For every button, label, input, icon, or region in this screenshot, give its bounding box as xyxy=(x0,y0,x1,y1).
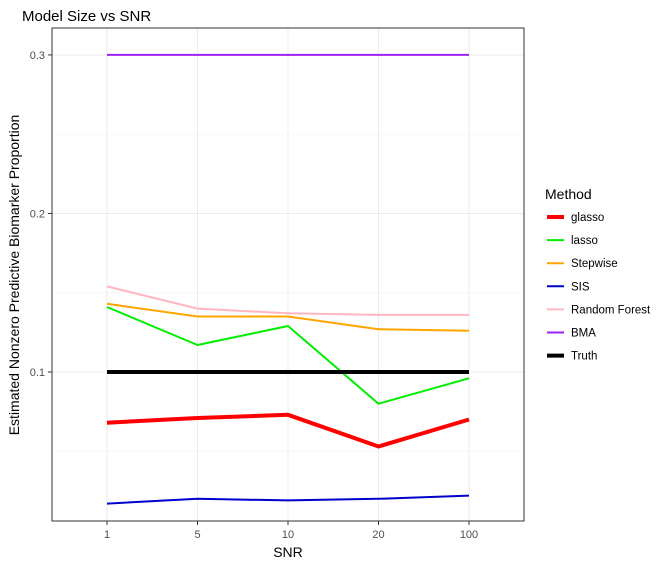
x-tick-label: 20 xyxy=(372,529,384,541)
x-tick-label: 10 xyxy=(282,529,294,541)
series-line-random-forest xyxy=(106,285,469,316)
series-layer xyxy=(106,53,470,505)
legend-label-glasso: glasso xyxy=(571,212,604,224)
legend-title: Method xyxy=(545,186,592,202)
x-tick-label: 100 xyxy=(460,529,478,541)
y-tick-label: 0.3 xyxy=(30,50,45,62)
legend-label-random-forest: Random Forest xyxy=(571,304,651,316)
legend-label-sis: SIS xyxy=(571,281,590,293)
chart-title: Model Size vs SNR xyxy=(22,8,151,25)
y-tick-label: 0.2 xyxy=(30,208,45,220)
legend-label-bma: BMA xyxy=(571,328,596,340)
series-line-glasso xyxy=(106,412,470,449)
x-tick-label: 1 xyxy=(104,529,110,541)
legend-label-truth: Truth xyxy=(571,351,597,363)
legend-label-lasso: lasso xyxy=(571,235,598,247)
x-axis-title: SNR xyxy=(273,544,303,560)
series-line-sis xyxy=(106,494,470,505)
series-line-lasso xyxy=(106,306,470,405)
legend-label-stepwise: Stepwise xyxy=(571,258,618,270)
x-tick-label: 5 xyxy=(194,529,200,541)
series-line-stepwise xyxy=(106,302,470,332)
axes: 0.1 0.2 0.3 1 5 10 20 100 xyxy=(30,50,478,541)
grid xyxy=(52,28,524,521)
y-tick-label: 0.1 xyxy=(30,367,45,379)
y-axis-title: Estimated Nonzero Predictive Biomarker P… xyxy=(6,115,22,436)
legend: Method glasso lasso Stepwise SIS Random Fore… xyxy=(545,186,651,363)
